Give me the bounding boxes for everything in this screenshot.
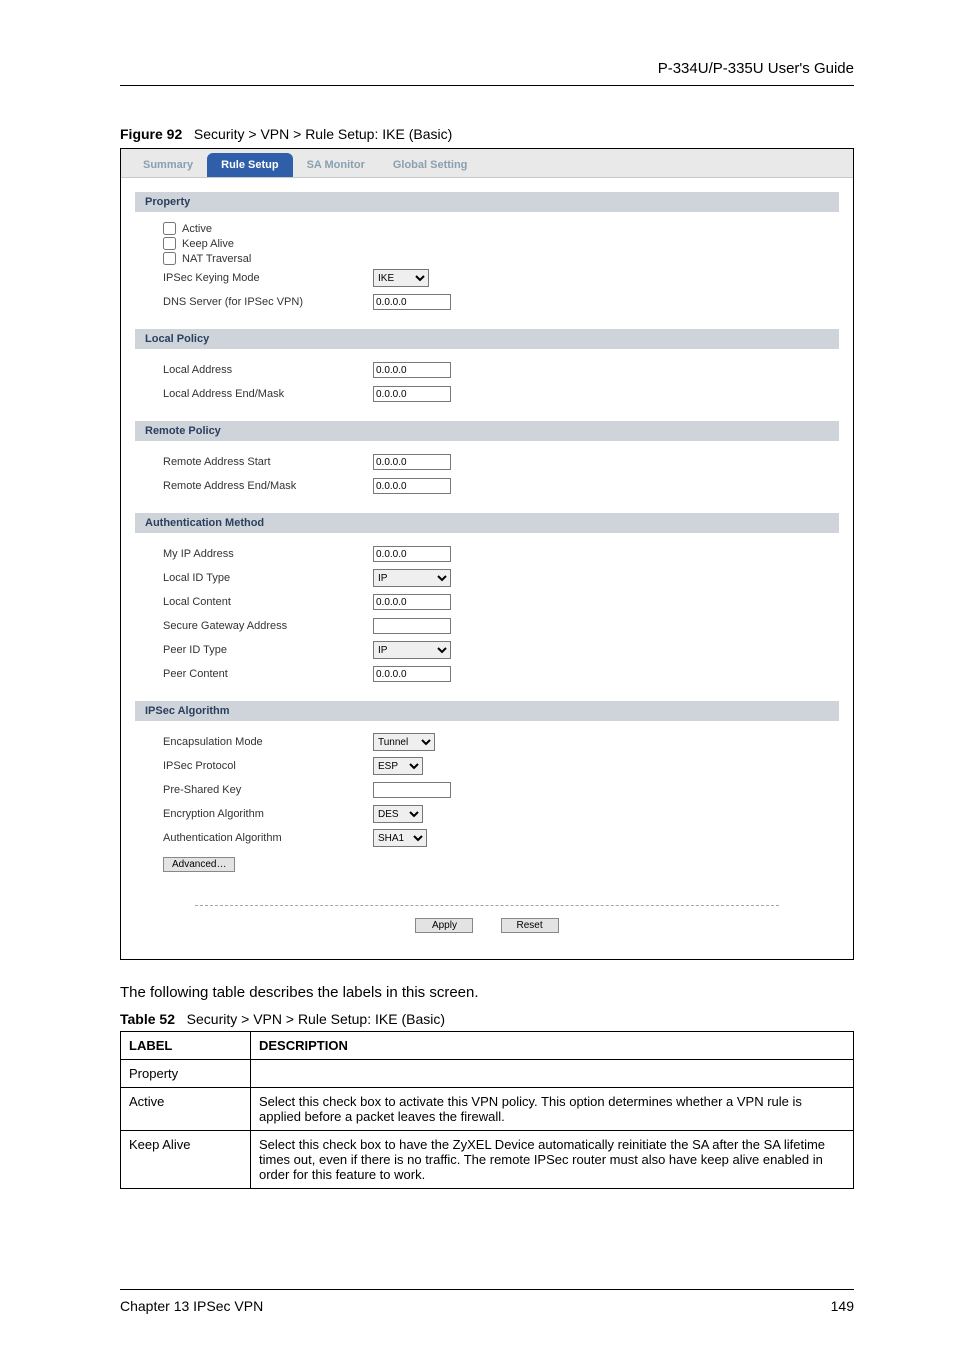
doc-footer: Chapter 13 IPSec VPN 149 <box>120 1289 854 1314</box>
figure-title: Security > VPN > Rule Setup: IKE (Basic) <box>194 126 452 142</box>
active-label: Active <box>182 223 212 235</box>
remote-address-start-input[interactable] <box>373 454 451 470</box>
peer-content-input[interactable] <box>373 666 451 682</box>
vpn-rule-panel: Summary Rule Setup SA Monitor Global Set… <box>120 148 854 960</box>
table-cell-desc <box>251 1060 854 1088</box>
tab-rule-setup[interactable]: Rule Setup <box>207 153 292 177</box>
my-ip-input[interactable] <box>373 546 451 562</box>
table-head-label: LABEL <box>121 1032 251 1060</box>
figure-label: Figure 92 <box>120 126 182 142</box>
table-cell-desc: Select this check box to have the ZyXEL … <box>251 1131 854 1189</box>
local-address-mask-label: Local Address End/Mask <box>163 388 373 400</box>
keying-mode-label: IPSec Keying Mode <box>163 272 373 284</box>
dns-server-input[interactable] <box>373 294 451 310</box>
nat-traversal-label: NAT Traversal <box>182 253 251 265</box>
peer-content-label: Peer Content <box>163 668 373 680</box>
auth-alg-select[interactable]: SHA1 <box>373 829 427 847</box>
table-row: Active Select this check box to activate… <box>121 1088 854 1131</box>
remote-address-mask-label: Remote Address End/Mask <box>163 480 373 492</box>
local-address-label: Local Address <box>163 364 373 376</box>
enc-alg-select[interactable]: DES <box>373 805 423 823</box>
reset-button[interactable]: Reset <box>501 918 559 933</box>
table-cell-desc: Select this check box to activate this V… <box>251 1088 854 1131</box>
table-caption: Table 52 Security > VPN > Rule Setup: IK… <box>120 1011 854 1027</box>
description-table: LABEL DESCRIPTION Property Active Select… <box>120 1031 854 1189</box>
local-content-input[interactable] <box>373 594 451 610</box>
keepalive-checkbox[interactable] <box>163 237 176 250</box>
description-text: The following table describes the labels… <box>120 984 854 1001</box>
tab-sa-monitor[interactable]: SA Monitor <box>293 153 379 177</box>
section-ipsec-header: IPSec Algorithm <box>135 701 839 721</box>
encap-mode-select[interactable]: Tunnel <box>373 733 435 751</box>
psk-label: Pre-Shared Key <box>163 784 373 796</box>
dns-server-label: DNS Server (for IPSec VPN) <box>163 296 373 308</box>
auth-alg-label: Authentication Algorithm <box>163 832 373 844</box>
tab-summary[interactable]: Summary <box>129 153 207 177</box>
encap-mode-label: Encapsulation Mode <box>163 736 373 748</box>
table-cell-label: Property <box>121 1060 251 1088</box>
footer-right: 149 <box>831 1298 854 1314</box>
ipsec-protocol-select[interactable]: ESP <box>373 757 423 775</box>
table-head-desc: DESCRIPTION <box>251 1032 854 1060</box>
tab-global-setting[interactable]: Global Setting <box>379 153 482 177</box>
local-id-type-select[interactable]: IP <box>373 569 451 587</box>
figure-caption: Figure 92 Security > VPN > Rule Setup: I… <box>120 126 854 142</box>
local-address-input[interactable] <box>373 362 451 378</box>
ipsec-protocol-label: IPSec Protocol <box>163 760 373 772</box>
apply-button[interactable]: Apply <box>415 918 473 933</box>
divider <box>195 905 779 906</box>
secure-gateway-label: Secure Gateway Address <box>163 620 373 632</box>
section-local-policy-header: Local Policy <box>135 329 839 349</box>
section-property-header: Property <box>135 192 839 212</box>
peer-id-type-select[interactable]: IP <box>373 641 451 659</box>
keying-mode-select[interactable]: IKE <box>373 269 429 287</box>
table-cell-label: Keep Alive <box>121 1131 251 1189</box>
nat-traversal-checkbox[interactable] <box>163 252 176 265</box>
tab-bar: Summary Rule Setup SA Monitor Global Set… <box>121 149 853 178</box>
psk-input[interactable] <box>373 782 451 798</box>
active-checkbox[interactable] <box>163 222 176 235</box>
section-auth-header: Authentication Method <box>135 513 839 533</box>
keepalive-label: Keep Alive <box>182 238 234 250</box>
local-address-mask-input[interactable] <box>373 386 451 402</box>
advanced-button[interactable]: Advanced… <box>163 857 235 872</box>
my-ip-label: My IP Address <box>163 548 373 560</box>
secure-gateway-input[interactable] <box>373 618 451 634</box>
enc-alg-label: Encryption Algorithm <box>163 808 373 820</box>
doc-header: P-334U/P-335U User's Guide <box>120 60 854 86</box>
table-row: Property <box>121 1060 854 1088</box>
footer-left: Chapter 13 IPSec VPN <box>120 1298 263 1314</box>
section-remote-policy-header: Remote Policy <box>135 421 839 441</box>
table-label: Table 52 <box>120 1011 175 1027</box>
remote-address-start-label: Remote Address Start <box>163 456 373 468</box>
remote-address-mask-input[interactable] <box>373 478 451 494</box>
local-content-label: Local Content <box>163 596 373 608</box>
peer-id-type-label: Peer ID Type <box>163 644 373 656</box>
table-cell-label: Active <box>121 1088 251 1131</box>
table-title: Security > VPN > Rule Setup: IKE (Basic) <box>187 1011 445 1027</box>
table-row: Keep Alive Select this check box to have… <box>121 1131 854 1189</box>
local-id-type-label: Local ID Type <box>163 572 373 584</box>
